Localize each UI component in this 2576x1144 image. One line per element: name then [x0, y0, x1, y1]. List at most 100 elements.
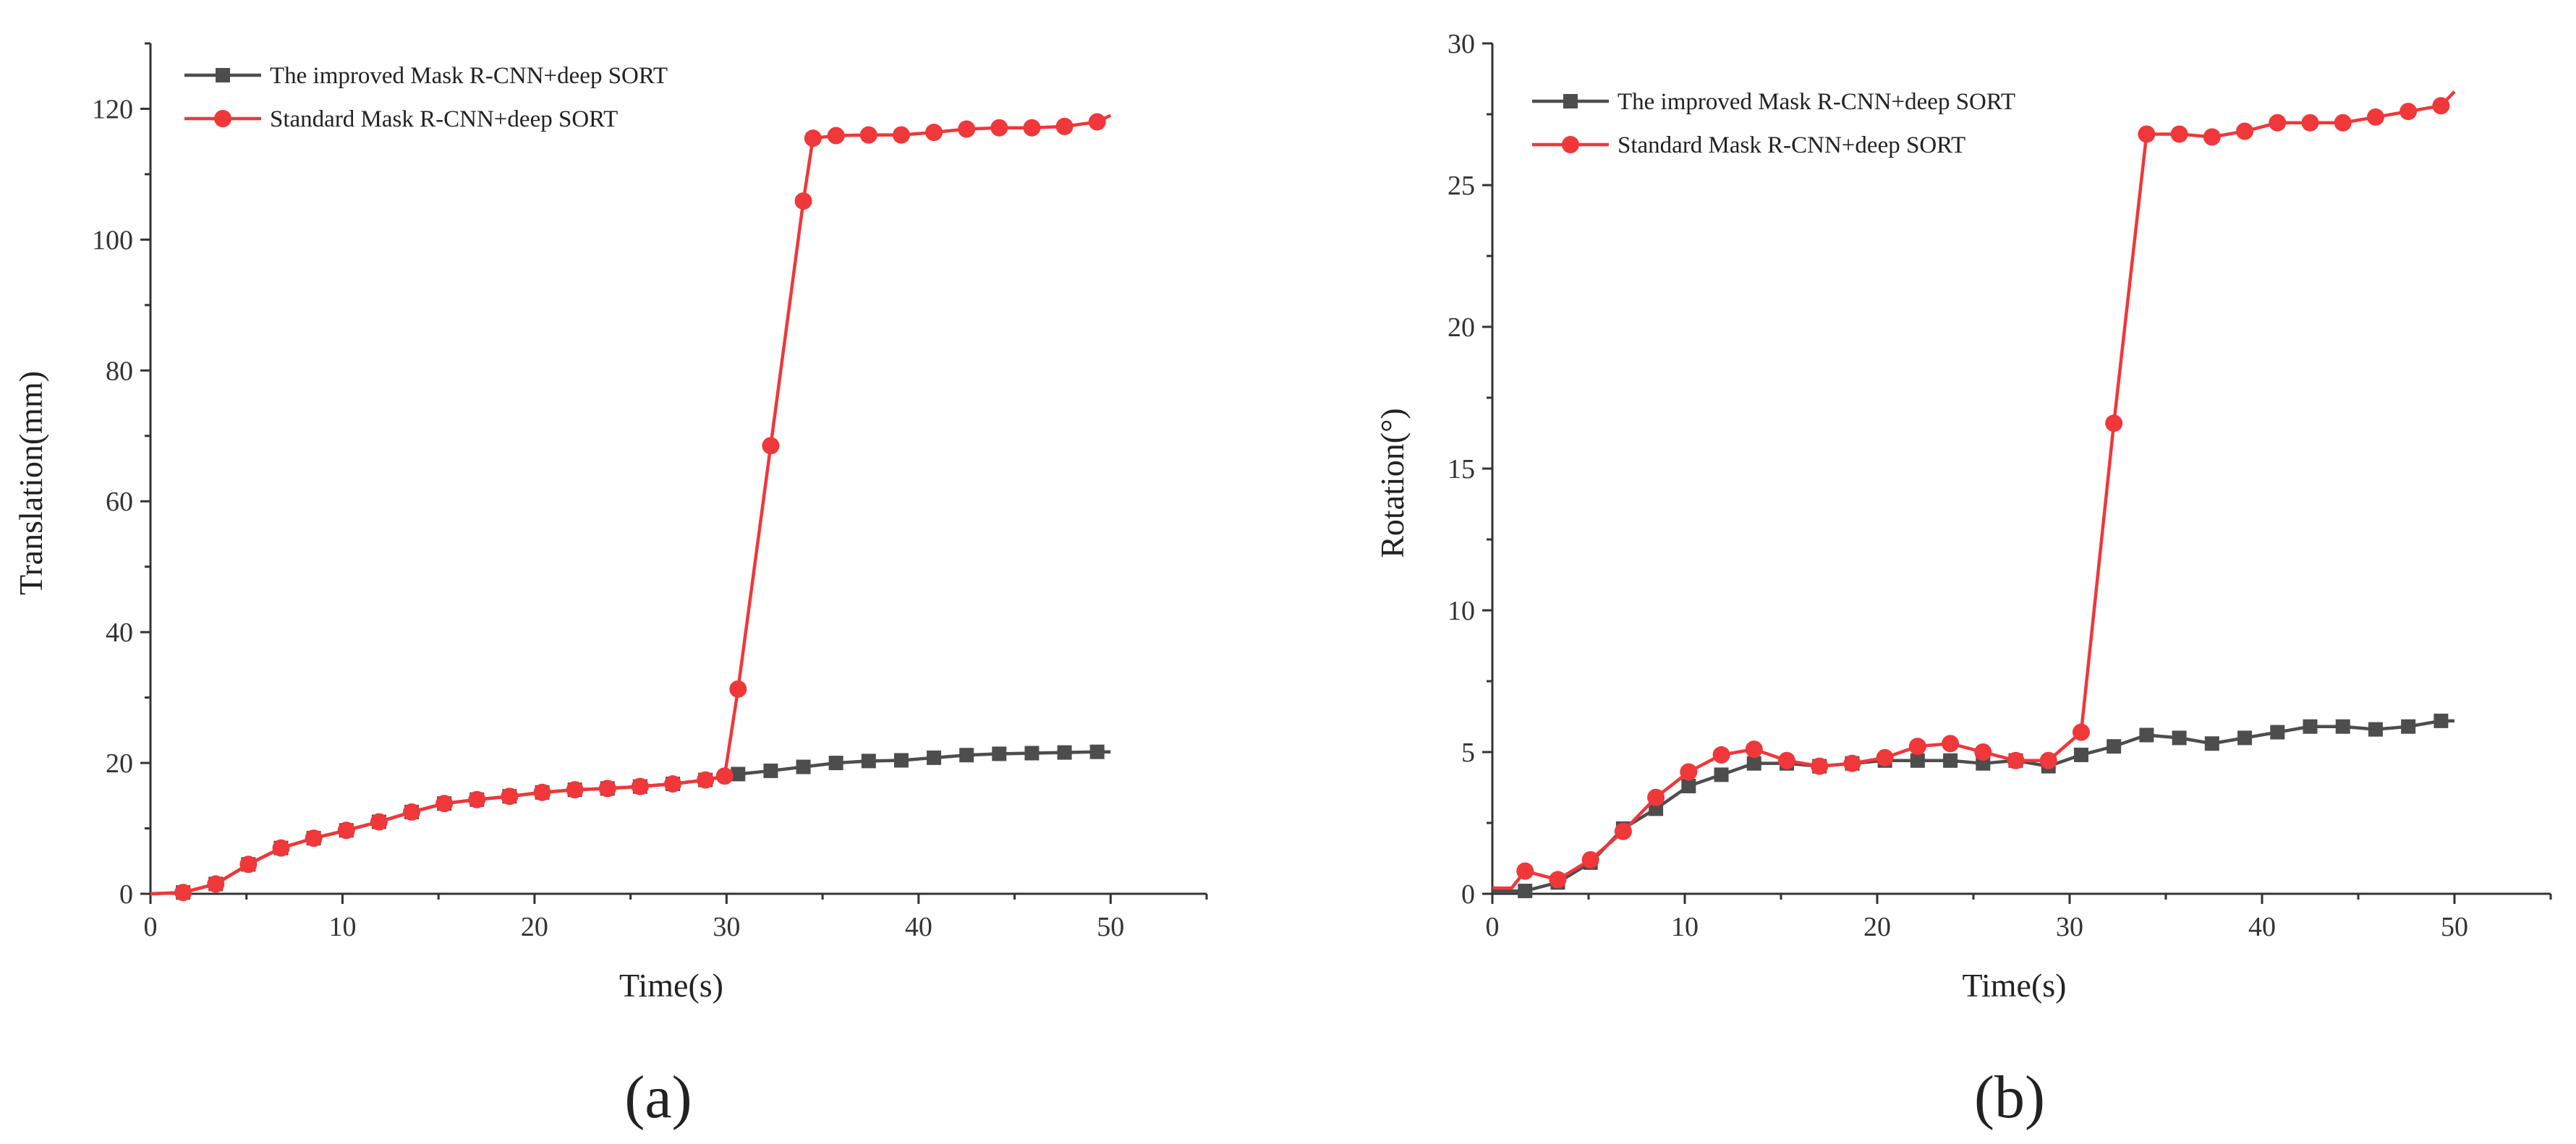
- data-point: [2335, 719, 2350, 734]
- legend-label: Standard Mask R-CNN+deep SORT: [270, 106, 618, 132]
- series-standard: [150, 113, 1112, 902]
- data-point: [533, 783, 551, 801]
- legend-marker: [1562, 136, 1579, 153]
- legend-label: The improved Mask R-CNN+deep SORT: [1618, 89, 2015, 115]
- x-tick-label: 50: [2441, 912, 2468, 942]
- x-tick-label: 50: [1097, 912, 1124, 942]
- data-point: [958, 120, 976, 138]
- data-point: [697, 771, 715, 789]
- data-point: [796, 759, 811, 774]
- data-point: [598, 780, 616, 798]
- data-point: [305, 829, 323, 848]
- data-point: [1647, 788, 1665, 806]
- data-point: [631, 777, 649, 795]
- data-point: [370, 813, 388, 831]
- data-point: [1088, 113, 1106, 131]
- data-point: [2237, 730, 2253, 746]
- data-point: [1516, 862, 1534, 880]
- data-point: [1843, 754, 1861, 772]
- data-point: [859, 126, 877, 144]
- y-tick-label: 15: [1448, 454, 1475, 485]
- data-point: [2107, 739, 2122, 754]
- x-tick-label: 40: [905, 912, 932, 942]
- data-point: [794, 192, 812, 210]
- x-tick-label: 0: [1486, 912, 1500, 942]
- panel-b: 0 10 20 30 40 50 0 5 10 15 20 25 30 Time(s) Rotation(°…: [1374, 29, 2552, 1131]
- series-line: [1492, 90, 2456, 890]
- x-tick-label: 30: [713, 912, 740, 942]
- x-axis-title: Time(s): [1963, 967, 2067, 1004]
- y-tick-label: 30: [1448, 29, 1475, 59]
- data-point: [207, 875, 225, 893]
- data-point: [2432, 97, 2450, 115]
- panel-label: (a): [624, 1064, 692, 1131]
- data-point: [1518, 884, 1533, 899]
- x-tick-label: 20: [1863, 912, 1891, 942]
- data-point: [1581, 850, 1599, 868]
- data-point: [2334, 114, 2352, 132]
- data-point: [2366, 108, 2384, 126]
- legend-marker: [214, 110, 231, 127]
- data-point: [927, 750, 942, 765]
- y-tick-label: 20: [1448, 312, 1475, 343]
- data-point: [1089, 744, 1105, 759]
- series-standard: [1492, 90, 2456, 890]
- y-tick-label: 10: [1448, 596, 1475, 626]
- data-point: [2269, 114, 2287, 132]
- data-point: [2139, 727, 2154, 743]
- data-point: [1745, 740, 1763, 759]
- panel-a: 0 10 20 30 40 50 0 20 40 60 80 100 120 Time(s) Transla…: [12, 42, 1208, 1131]
- data-point: [1746, 756, 1761, 771]
- data-point: [2236, 122, 2254, 140]
- y-tick-label: 100: [92, 225, 133, 255]
- x-tick-label: 30: [2056, 912, 2083, 942]
- data-point: [1024, 746, 1040, 761]
- y-tick-label: 120: [92, 94, 133, 124]
- data-point: [2203, 128, 2221, 146]
- data-point: [1549, 871, 1567, 889]
- y-tick-label: 0: [1461, 879, 1475, 910]
- data-point: [990, 119, 1008, 137]
- data-point: [2401, 719, 2416, 734]
- data-point: [501, 787, 519, 806]
- data-point: [566, 781, 584, 799]
- x-tick-label: 40: [2248, 912, 2276, 942]
- data-point: [1681, 779, 1696, 794]
- legend-marker: [1563, 94, 1578, 108]
- data-point: [435, 795, 454, 813]
- data-point: [2399, 103, 2418, 121]
- panel-label: (b): [1974, 1064, 2045, 1131]
- data-point: [2433, 713, 2449, 728]
- data-point: [1910, 753, 1925, 768]
- y-tick-label: 60: [106, 487, 133, 517]
- legend-marker: [216, 68, 230, 82]
- data-point: [827, 127, 845, 145]
- data-point: [729, 680, 747, 698]
- data-point: [1680, 763, 1698, 781]
- data-point: [2105, 414, 2123, 432]
- data-point: [664, 775, 682, 793]
- data-point: [1943, 753, 1958, 768]
- series-line: [150, 114, 1112, 896]
- data-point: [804, 129, 822, 148]
- data-point: [1057, 745, 1072, 760]
- series-line: [150, 750, 1111, 896]
- data-point: [731, 767, 746, 782]
- data-point: [1714, 767, 1729, 782]
- data-point: [1712, 746, 1730, 764]
- data-point: [892, 126, 910, 144]
- data-point: [2368, 722, 2383, 737]
- data-point: [272, 839, 290, 857]
- y-tick-label: 20: [106, 748, 133, 779]
- y-tick-label: 5: [1461, 738, 1475, 768]
- y-tick-label: 0: [119, 879, 133, 910]
- data-point: [2204, 736, 2219, 751]
- data-point: [2172, 730, 2187, 746]
- data-point: [2301, 114, 2319, 132]
- x-tick-label: 0: [144, 912, 158, 942]
- data-point: [2007, 751, 2025, 769]
- data-point: [2138, 125, 2156, 143]
- data-point: [762, 437, 780, 455]
- data-point: [403, 803, 421, 821]
- data-point: [2303, 719, 2318, 734]
